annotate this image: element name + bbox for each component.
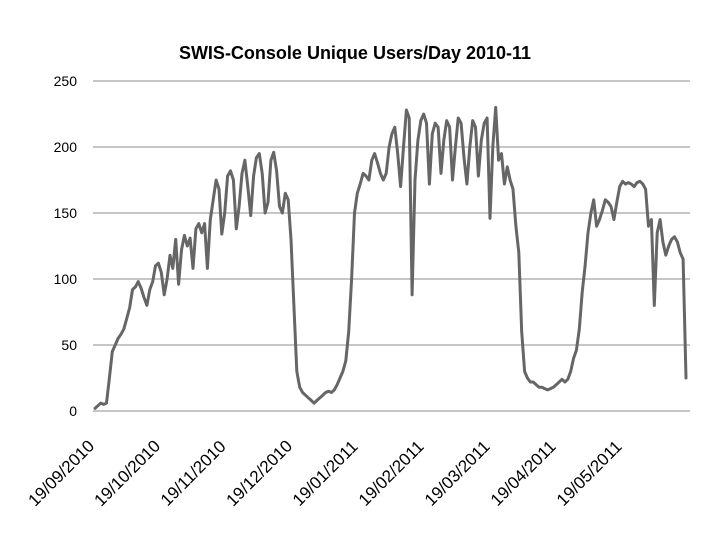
y-tick-label: 250 (54, 73, 78, 89)
x-tick-label: 19/02/2011 (355, 437, 428, 510)
y-tick-label: 100 (54, 271, 78, 287)
x-tick-label: 19/09/2010 (24, 436, 98, 510)
x-tick-label: 19/03/2011 (421, 437, 494, 510)
x-tick-label: 19/04/2011 (487, 437, 560, 510)
y-axis-tick-labels: 0 50 100 150 200 250 (54, 73, 78, 419)
y-tick-label: 0 (69, 403, 77, 419)
y-tick-label: 200 (54, 139, 78, 155)
x-tick-label: 19/05/2011 (553, 437, 626, 510)
x-tick-label: 19/11/2010 (157, 437, 230, 510)
x-tick-label: 19/01/2011 (289, 437, 362, 510)
x-tick-label: 19/10/2010 (90, 436, 164, 510)
x-axis-tick-labels: 19/09/201019/10/201019/11/201019/12/2010… (24, 436, 625, 510)
chart-title: SWIS-Console Unique Users/Day 2010-11 (179, 43, 531, 63)
series-line-unique-users (93, 105, 688, 410)
x-tick-label: 19/12/2010 (222, 436, 296, 510)
y-tick-label: 50 (61, 337, 77, 353)
gridlines (93, 80, 690, 346)
y-tick-label: 150 (54, 205, 78, 221)
